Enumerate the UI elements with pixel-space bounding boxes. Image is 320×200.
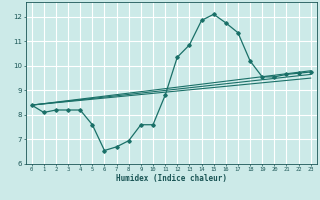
X-axis label: Humidex (Indice chaleur): Humidex (Indice chaleur): [116, 174, 227, 183]
